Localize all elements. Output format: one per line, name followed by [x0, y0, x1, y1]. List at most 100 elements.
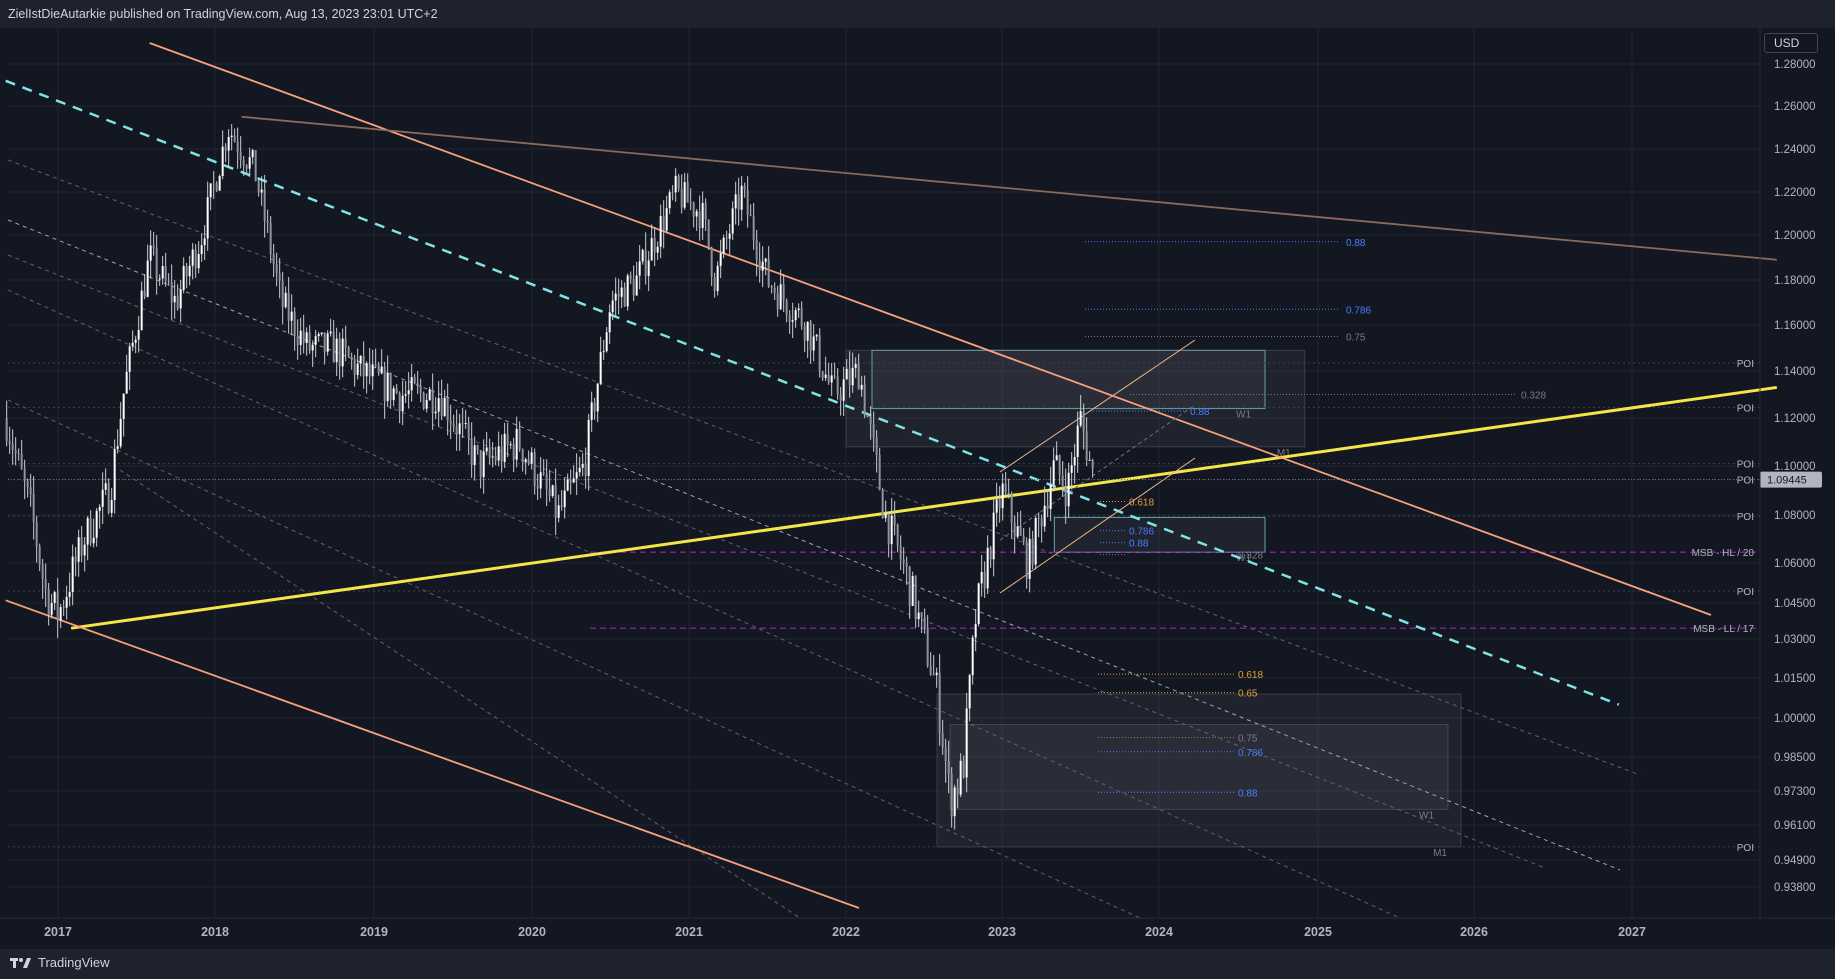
candle-body: [1073, 456, 1076, 466]
candle-body: [1046, 505, 1049, 509]
candle-body: [1019, 526, 1022, 536]
candle-body: [554, 485, 557, 518]
candle-body: [215, 183, 218, 191]
candle-body: [710, 247, 713, 277]
candle-body: [449, 420, 452, 424]
candle-body: [530, 452, 533, 464]
candle-body: [1040, 519, 1043, 527]
candle-body: [614, 293, 617, 301]
candle-body: [512, 444, 515, 460]
fib-label: 0.75: [1238, 734, 1258, 745]
candle-body: [98, 506, 101, 511]
candle-body: [302, 330, 305, 344]
candle-body: [857, 364, 860, 390]
candle-body: [806, 321, 809, 341]
candle-body: [842, 379, 845, 401]
price-tick-label: 1.22000: [1774, 187, 1816, 199]
candle-body: [65, 596, 68, 608]
candle-body: [476, 445, 479, 451]
candle-body: [338, 338, 341, 367]
rising-channel-line: [999, 457, 1196, 594]
candle-body: [236, 141, 239, 153]
candle-body: [596, 383, 599, 412]
candle-body: [959, 760, 962, 795]
candle-body: [533, 452, 536, 486]
candle-body: [110, 500, 113, 513]
trendline-upper-channel: [149, 42, 1712, 616]
channel-line-dashed: [7, 254, 1546, 869]
candle-body: [95, 510, 98, 538]
candle-body: [230, 135, 233, 138]
candle-body: [218, 176, 221, 191]
candle-body: [491, 456, 494, 458]
candle-body: [134, 339, 137, 343]
candle-body: [458, 423, 461, 435]
brand-name: TradingView: [38, 955, 110, 970]
candle-body: [557, 505, 560, 518]
candle-body: [911, 576, 914, 606]
candle-body: [227, 137, 230, 151]
candle-body: [350, 356, 353, 359]
candle-body: [263, 189, 266, 221]
overlay-layer: 1.09445: [8, 471, 1822, 488]
fib-label: 0.328: [1521, 391, 1546, 402]
candle-body: [119, 419, 122, 447]
candle-body: [56, 592, 59, 621]
candle-body: [482, 451, 485, 478]
candle-body: [50, 603, 53, 615]
axes-layer: 1.28000 1.26000 1.24000 1.22000 1.20000 1.180…: [0, 28, 1835, 939]
brand[interactable]: TradingView: [10, 955, 110, 970]
candle-body: [884, 513, 887, 519]
candle-body: [641, 249, 644, 262]
candle-body: [848, 368, 851, 386]
candle-body: [725, 237, 728, 239]
fib-label: 0.88: [1190, 407, 1210, 418]
candle-body: [296, 336, 299, 346]
candle-body: [341, 338, 344, 367]
candle-body: [746, 189, 749, 215]
candle-body: [257, 181, 260, 193]
candle-body: [584, 464, 587, 476]
level-label: POI: [1737, 359, 1754, 370]
candle-body: [1004, 483, 1007, 493]
candle-body: [26, 480, 29, 488]
candle-body: [956, 787, 959, 795]
candle-body: [893, 515, 896, 525]
candle-body: [254, 150, 257, 182]
time-tick-label: 2025: [1304, 925, 1332, 939]
candle-body: [248, 157, 251, 169]
candle-body: [809, 321, 812, 351]
trendline-lower-channel: [5, 599, 860, 909]
candle-body: [749, 214, 752, 217]
candle-body: [758, 259, 761, 271]
currency-selector[interactable]: USD: [1764, 33, 1818, 53]
candle-body: [692, 202, 695, 217]
candle-body: [1037, 517, 1040, 520]
last-price-value: 1.09445: [1767, 475, 1807, 487]
candle-body: [1001, 483, 1004, 509]
candle-body: [626, 275, 629, 307]
price-tick-label: 1.14000: [1774, 366, 1816, 378]
candle-body: [311, 344, 314, 351]
price-chart[interactable]: W1 M1 W1 W1 M1 POI POI POI POI POI MSB - HL / 20 P…: [0, 28, 1835, 949]
candle-body: [770, 286, 773, 288]
candle-body: [905, 563, 908, 567]
candle-body: [401, 395, 404, 412]
candle-body: [752, 216, 755, 240]
fib-label: 0.618: [1129, 498, 1154, 509]
candle-body: [566, 479, 569, 491]
candle-body: [794, 310, 797, 321]
candle-body: [521, 449, 524, 463]
candle-body: [695, 211, 698, 217]
price-tick-label: 1.01500: [1774, 673, 1816, 685]
candle-body: [233, 135, 236, 142]
candle-body: [977, 583, 980, 624]
candle-body: [428, 389, 431, 400]
candle-body: [362, 356, 365, 377]
price-tick-label: 1.16000: [1774, 320, 1816, 332]
candle-body: [185, 266, 188, 277]
level-label: POI: [1737, 587, 1754, 598]
candle-body: [908, 566, 911, 606]
candle-body: [365, 363, 368, 377]
candle-body: [1028, 538, 1031, 579]
